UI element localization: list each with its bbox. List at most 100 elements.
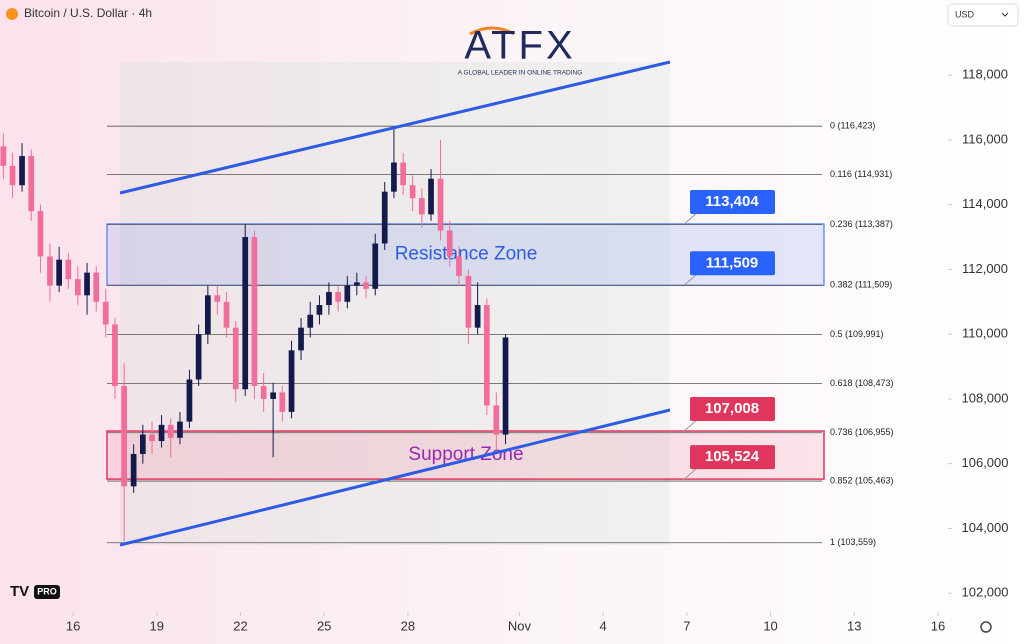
candle-body: [381, 191, 388, 244]
candle-body: [65, 259, 72, 280]
fib-label: 0.736 (106,955): [830, 427, 894, 437]
candle-body: [456, 256, 462, 276]
candle-body: [242, 237, 249, 390]
channel-upper: [119, 60, 671, 195]
price-badge: [690, 397, 775, 422]
logo-arc: [469, 26, 515, 36]
candle-body: [279, 392, 286, 412]
candle-body: [437, 178, 444, 231]
currency-select[interactable]: [947, 3, 1019, 27]
candle-body: [195, 334, 202, 380]
price-badge-label: 111,509: [706, 254, 759, 271]
x-tick-label: 10: [763, 618, 777, 633]
x-tick-label: 25: [317, 618, 331, 633]
x-tick-label: 16: [66, 618, 80, 633]
candle-body: [474, 305, 481, 328]
candle-body: [298, 327, 304, 351]
candle-body: [316, 305, 323, 315]
currency-label: USD: [955, 9, 975, 19]
candle-body: [130, 453, 137, 487]
candle-body: [307, 314, 314, 328]
settings-icon[interactable]: [980, 621, 992, 633]
x-tick-label: 7: [683, 618, 690, 633]
candle-body: [0, 146, 7, 166]
candle-body: [409, 185, 416, 199]
candle-body: [483, 305, 490, 406]
x-tick-label: 19: [150, 618, 164, 633]
fib-label: 0.618 (108,473): [830, 378, 894, 388]
fib-label: 0.382 (111,509): [830, 280, 892, 290]
candle-body: [74, 279, 81, 296]
y-tick-label: 110,000: [962, 326, 1008, 341]
candle-body: [112, 324, 118, 386]
candle-body: [400, 162, 406, 186]
price-badge: [690, 189, 775, 214]
y-tick-label: 116,000: [962, 131, 1008, 146]
candle-body: [102, 301, 109, 325]
candle-body: [204, 295, 211, 335]
badge-connector: [682, 418, 699, 433]
fib-label: 0.116 (114,931): [830, 169, 892, 179]
fib-label: 0.236 (113,387): [830, 219, 893, 229]
zone-label: Resistance Zone: [395, 244, 538, 265]
channel-lower: [119, 408, 671, 547]
candle-body: [28, 156, 35, 212]
candle-body: [93, 272, 100, 302]
candle-body: [428, 178, 434, 215]
candle-body: [260, 385, 267, 399]
x-tick-label: 22: [233, 618, 247, 633]
candle-body: [149, 434, 155, 442]
y-tick-label: 112,000: [962, 261, 1008, 276]
symbol-title: Bitcoin / U.S. Dollar · 4h: [24, 6, 152, 20]
candle-body: [418, 198, 425, 215]
logo-brand: ATFX: [464, 24, 575, 68]
candle-body: [344, 285, 351, 302]
x-tick-label: Nov: [508, 618, 532, 633]
candle-body: [270, 392, 276, 399]
dropdown-arrow: [1001, 12, 1009, 17]
candle-body: [326, 292, 332, 306]
candle-body: [214, 295, 221, 302]
tv-badge: PRO: [37, 586, 57, 596]
y-tick-label: 106,000: [962, 455, 1009, 470]
price-badge-label: 105,524: [705, 448, 760, 465]
candle-body: [391, 162, 397, 192]
badge-connector: [682, 466, 699, 481]
badge-connector: [682, 272, 699, 287]
price-badge: [690, 445, 775, 470]
candle-body: [47, 256, 53, 286]
candle-body: [446, 230, 453, 257]
x-tick-label: 28: [401, 618, 415, 633]
candle-body: [465, 275, 472, 328]
candle-body: [186, 379, 193, 422]
candle-body: [9, 165, 16, 186]
fib-label: 0.852 (105,463): [830, 475, 894, 485]
candle-body: [232, 327, 239, 390]
candle-body: [37, 211, 44, 257]
fib-area: [120, 62, 670, 545]
y-tick-label: 102,000: [962, 585, 1009, 600]
y-tick-label: 114,000: [962, 196, 1008, 211]
candle-body: [167, 424, 174, 438]
y-tick-label: 118,000: [962, 67, 1008, 82]
badge-connector: [682, 211, 699, 226]
candle-body: [372, 243, 379, 289]
x-tick-label: 13: [847, 618, 861, 633]
fib-label: 0 (116,423): [830, 121, 875, 131]
candle-body: [223, 301, 230, 328]
price-badge-label: 113,404: [705, 193, 759, 210]
candle-body: [353, 282, 360, 286]
y-tick-label: 104,000: [962, 520, 1009, 535]
candle-body: [177, 421, 183, 438]
candle-body: [158, 424, 165, 442]
tv-badge-bg: [34, 585, 60, 599]
candle-body: [56, 259, 62, 286]
y-tick-label: 108,000: [962, 390, 1009, 405]
candle-body: [335, 292, 341, 302]
price-badge: [690, 251, 775, 276]
price-badge-label: 107,008: [705, 400, 759, 417]
fib-label: 1 (103,559): [830, 537, 876, 547]
